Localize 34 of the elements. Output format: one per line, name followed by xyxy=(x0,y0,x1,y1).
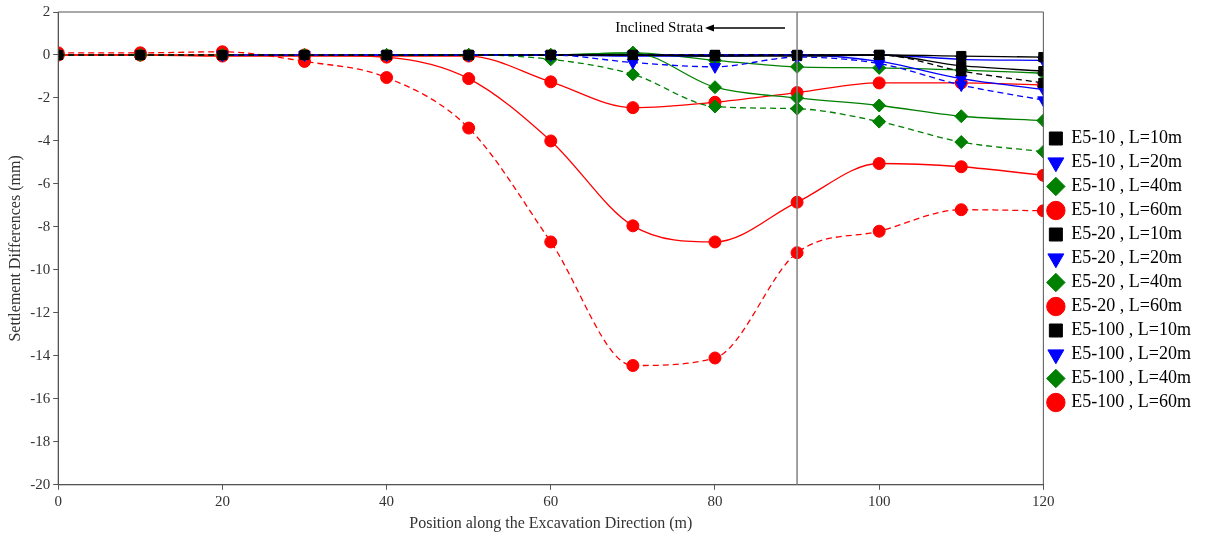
legend-label: E5-100 , L=60m xyxy=(1071,391,1191,412)
legend-label: E5-20 , L=60m xyxy=(1071,295,1182,316)
y-tick-label: -18 xyxy=(30,432,51,449)
legend-label: E5-20 , L=20m xyxy=(1071,247,1182,268)
x-tick-label: 100 xyxy=(867,492,891,509)
y-tick-label: -20 xyxy=(30,475,51,492)
annotation: Inclined Strata xyxy=(615,18,704,35)
legend-label: E5-10 , L=60m xyxy=(1071,199,1182,220)
x-tick-label: 80 xyxy=(707,492,723,509)
y-tick-label: -16 xyxy=(30,389,51,406)
x-tick-label: 20 xyxy=(214,492,230,509)
y-tick-label: -10 xyxy=(30,260,51,277)
x-tick-label: 40 xyxy=(379,492,395,509)
legend-label: E5-10 , L=10m xyxy=(1071,127,1182,148)
y-tick-label: -6 xyxy=(37,174,51,191)
y-axis-title: Settlement Differences (mm) xyxy=(5,155,24,342)
x-tick-label: 120 xyxy=(1032,492,1055,509)
y-tick-label: -8 xyxy=(37,217,51,234)
legend-label: E5-100 , L=40m xyxy=(1071,367,1191,388)
legend-label: E5-100 , L=20m xyxy=(1071,343,1191,364)
x-tick-label: 60 xyxy=(543,492,559,509)
legend-label: E5-10 , L=20m xyxy=(1071,151,1182,172)
y-tick-label: 2 xyxy=(42,2,51,19)
legend-label: E5-20 , L=40m xyxy=(1071,271,1182,292)
legend-label: E5-20 , L=10m xyxy=(1071,223,1182,244)
x-tick-label: 0 xyxy=(54,492,62,509)
y-tick-label: -12 xyxy=(30,303,51,320)
legend-label: E5-100 , L=10m xyxy=(1071,319,1191,340)
y-tick-label: 0 xyxy=(42,45,51,62)
x-axis-title: Position along the Excavation Direction (m) xyxy=(409,513,693,532)
y-tick-label: -14 xyxy=(30,346,51,363)
y-tick-label: -4 xyxy=(37,131,51,148)
legend-label: E5-10 , L=40m xyxy=(1071,175,1182,196)
y-tick-label: -2 xyxy=(37,88,51,105)
